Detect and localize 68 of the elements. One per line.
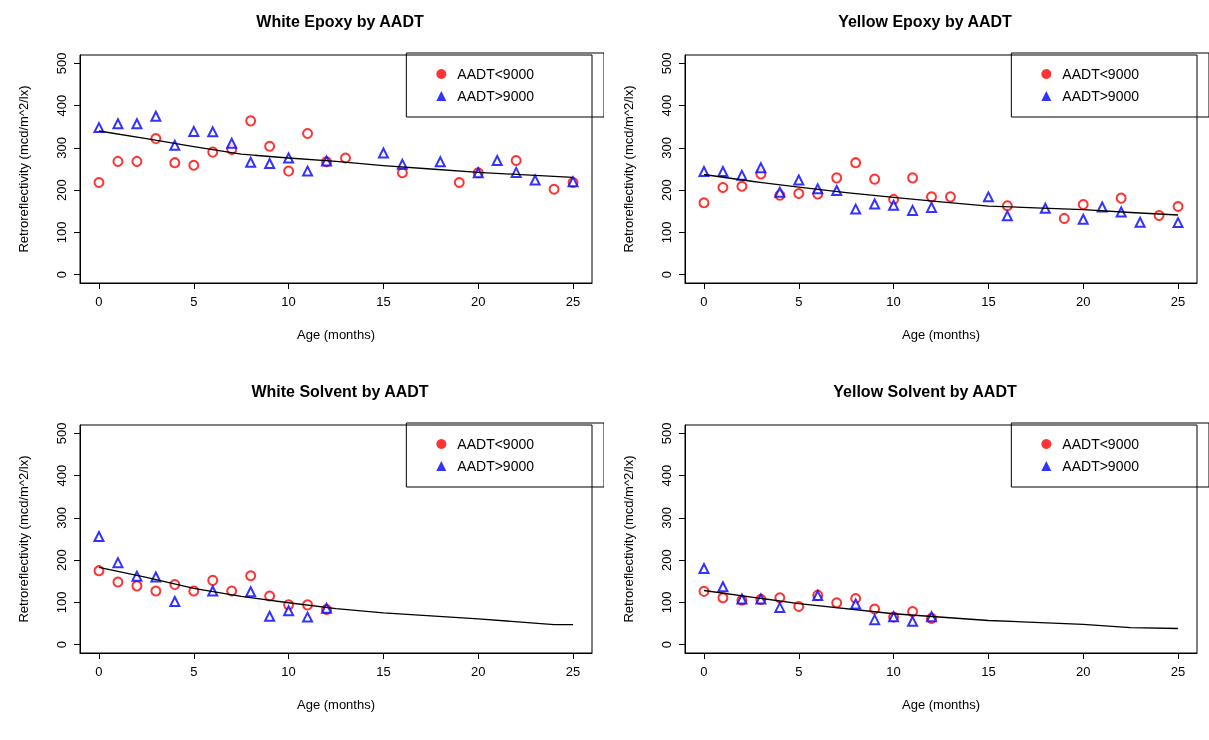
legend-label: AADT>9000 [457,458,535,474]
y-tick-label: 500 [659,422,674,445]
y-axis-title: Retroreflectivity (mcd/m^2/lx) [16,85,31,253]
y-tick-label: 100 [54,221,69,244]
y-tick-label: 300 [659,507,674,529]
x-tick-label: 5 [190,664,198,679]
x-tick-label: 25 [1170,294,1186,309]
legend-label: AADT>9000 [457,88,535,104]
y-tick-label: 0 [659,270,674,279]
y-tick-label: 0 [54,640,69,649]
y-tick-label: 0 [659,640,674,649]
y-tick-label: 300 [54,507,69,529]
y-tick-label: 200 [659,179,674,201]
y-tick-label: 0 [54,270,69,279]
chart-title: White Epoxy by AADT [256,12,424,30]
y-tick-label: 400 [659,94,674,117]
x-tick-label: 5 [795,664,803,679]
y-tick-label: 300 [659,137,674,159]
x-tick-label: 15 [376,294,391,309]
y-tick-label: 200 [659,549,674,571]
y-tick-label: 200 [54,179,69,201]
y-axis-title: Retroreflectivity (mcd/m^2/lx) [16,455,31,623]
y-axis-title: Retroreflectivity (mcd/m^2/lx) [621,85,636,253]
y-tick-label: 400 [54,94,69,117]
y-tick-label: 300 [54,137,69,159]
chart-title: White Solvent by AADT [251,382,429,400]
x-axis-title: Age (months) [296,697,376,712]
legend-label: AADT>9000 [1062,88,1140,104]
x-tick-label: 5 [795,294,803,309]
x-tick-label: 0 [700,664,708,679]
y-tick-label: 500 [54,422,69,445]
x-tick-label: 0 [700,294,708,309]
x-tick-label: 20 [470,664,486,679]
x-tick-label: 10 [886,664,901,679]
x-tick-label: 0 [95,294,103,309]
y-tick-label: 200 [54,549,69,571]
x-tick-label: 5 [190,294,198,309]
legend-label: AADT>9000 [1062,458,1140,474]
x-axis-title: Age (months) [901,327,981,342]
y-axis-title: Retroreflectivity (mcd/m^2/lx) [621,455,636,623]
chart-title: Yellow Epoxy by AADT [838,12,1013,30]
legend-label: AADT<9000 [1062,66,1140,82]
y-tick-label: 100 [54,591,69,614]
y-tick-label: 400 [54,464,69,487]
x-tick-label: 15 [981,664,996,679]
y-tick-label: 500 [659,52,674,75]
chart-title: Yellow Solvent by AADT [833,382,1017,400]
x-tick-label: 10 [886,294,901,309]
y-tick-label: 500 [54,52,69,75]
x-tick-label: 15 [981,294,996,309]
y-tick-label: 400 [659,464,674,487]
y-tick-label: 100 [659,591,674,614]
x-axis-title: Age (months) [901,697,981,712]
x-tick-label: 20 [1075,294,1091,309]
y-tick-label: 100 [659,221,674,244]
x-tick-label: 10 [281,664,296,679]
x-tick-label: 25 [565,664,581,679]
x-tick-label: 25 [1170,664,1186,679]
x-tick-label: 10 [281,294,296,309]
legend-label: AADT<9000 [457,66,535,82]
x-tick-label: 25 [565,294,581,309]
x-tick-label: 20 [1075,664,1091,679]
x-tick-label: 0 [95,664,103,679]
x-axis-title: Age (months) [296,327,376,342]
x-tick-label: 15 [376,664,391,679]
x-tick-label: 20 [470,294,486,309]
legend-label: AADT<9000 [457,436,535,452]
legend-label: AADT<9000 [1062,436,1140,452]
